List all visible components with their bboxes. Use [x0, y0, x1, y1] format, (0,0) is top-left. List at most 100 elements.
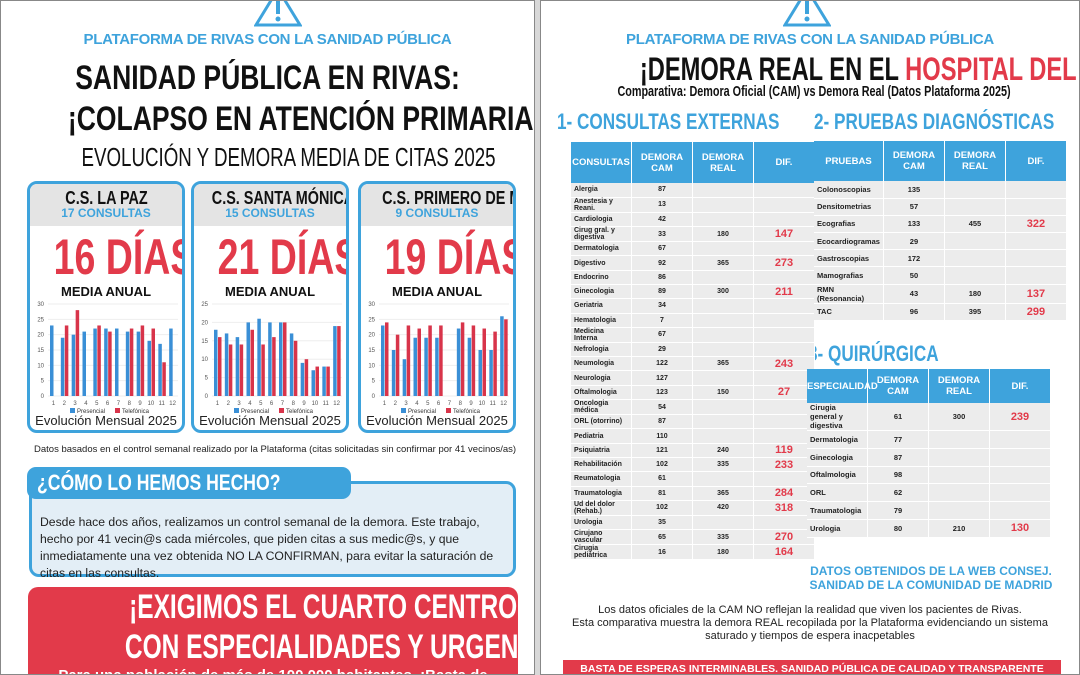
real-delay-cell: 420: [692, 500, 754, 516]
specialty-cell: Dermatologia: [571, 241, 632, 257]
difference-cell: [753, 270, 815, 285]
y-tick-label: 0: [41, 394, 45, 400]
table-row: Ecocardiogramas 29: [814, 232, 1067, 251]
x-tick-label: 7: [117, 401, 121, 407]
bar-presencial: [489, 350, 493, 396]
legend-swatch: [446, 408, 451, 413]
difference-cell: 137: [1005, 284, 1067, 304]
real-delay-cell: 365: [692, 486, 754, 501]
bar-telefónica: [239, 344, 244, 396]
difference-cell: 239: [989, 403, 1051, 431]
demand-line1: ¡EXIGIMOS EL CUARTO CENTRO DE SALUD: [129, 588, 534, 626]
bar-telefónica: [428, 325, 432, 396]
bar-telefónica: [460, 322, 465, 396]
bar-telefónica: [108, 331, 112, 396]
table-row: Mamografias 50: [814, 266, 1067, 285]
difference-cell: 243: [753, 356, 815, 372]
real-delay-cell: 395: [944, 303, 1006, 321]
y-tick-label: 5: [41, 379, 45, 385]
real-delay-cell: 455: [944, 215, 1006, 234]
specialty-cell: RMN (Resonancia): [814, 284, 884, 304]
table-row: Ecografias 133 455 322: [814, 215, 1067, 234]
table-row: RMN (Resonancia) 43 180 137: [814, 284, 1067, 304]
table-row: Cardiologia 42: [571, 212, 815, 228]
table-row: Colonoscopias 135: [814, 181, 1067, 199]
cam-delay-cell: 29: [631, 342, 693, 358]
difference-cell: [753, 414, 815, 430]
difference-cell: [1005, 249, 1067, 268]
specialty-cell: Oftalmologia: [807, 466, 868, 485]
difference-cell: [753, 197, 815, 213]
table-row: Cirugia general y digestiva 61 300 239: [807, 403, 1051, 431]
column-header: PRUEBAS: [814, 141, 884, 181]
difference-cell: [753, 342, 815, 358]
specialty-cell: Alergia: [571, 183, 632, 198]
real-delay-cell: [692, 370, 754, 386]
specialty-cell: ORL: [807, 483, 868, 503]
specialty-cell: Ecocardiogramas: [814, 232, 884, 251]
bar-telefónica: [272, 337, 276, 396]
bottom-banner: BASTA DE ESPERAS INTERMINABLES. SANIDAD …: [563, 660, 1061, 674]
legend-swatch: [401, 408, 406, 413]
cam-delay-cell: 123: [631, 385, 693, 401]
cam-delay-cell: 133: [883, 215, 945, 234]
bar-telefónica: [439, 325, 443, 396]
real-delay-cell: 180: [944, 284, 1006, 304]
x-tick-label: 10: [312, 401, 319, 407]
x-tick-label: 5: [259, 401, 263, 407]
specialty-cell: Ecografias: [814, 215, 884, 234]
table-row: Urologia 35: [571, 515, 815, 531]
x-tick-label: 8: [292, 401, 296, 407]
cam-delay-cell: 57: [883, 198, 945, 216]
cam-delay-cell: 42: [631, 212, 693, 228]
y-tick-label: 20: [368, 333, 375, 339]
bar-telefónica: [493, 331, 497, 396]
bar-presencial: [413, 337, 417, 396]
real-delay-cell: 180: [692, 544, 754, 561]
bar-presencial: [104, 328, 108, 396]
section-consultas-title: 1- CONSULTAS EXTERNAS: [557, 109, 780, 134]
bar-telefónica: [140, 325, 145, 396]
column-header: DIF.: [989, 369, 1051, 403]
y-tick-label: 25: [368, 317, 375, 323]
difference-cell: [1005, 266, 1067, 285]
legend-swatch: [279, 408, 284, 413]
table-row: Dermatologia 67: [571, 241, 815, 257]
table-row: Dermatologia 77: [807, 430, 1051, 449]
column-header: DEMORA CAM: [867, 369, 929, 403]
table-row: Cirug gral. y digestiva 33 180 147: [571, 226, 815, 243]
cam-delay-cell: 62: [867, 483, 929, 503]
bar-telefónica: [250, 329, 254, 396]
section-pruebas-title: 2- PRUEBAS DIAGNÓSTICAS: [814, 109, 1055, 134]
bar-telefónica: [482, 328, 486, 396]
health-center-card: C.S. LA PAZ 17 CONSULTAS 16 DÍAS MEDIA AN…: [27, 181, 185, 433]
real-delay-cell: 150: [692, 385, 754, 401]
y-tick-label: 10: [368, 363, 375, 369]
x-tick-label: 2: [63, 401, 67, 407]
bar-telefónica: [97, 325, 101, 396]
center-name: C.S. LA PAZ: [64, 188, 148, 208]
bar-telefónica: [129, 328, 134, 396]
difference-cell: 273: [753, 255, 815, 271]
health-center-card: C.S. PRIMERO DE MAYO9 CONSULTAS 19 DÍAS …: [358, 181, 516, 433]
y-tick-label: 25: [201, 302, 208, 308]
real-delay-cell: 180: [692, 226, 754, 243]
bar-presencial: [391, 350, 396, 396]
x-tick-label: 11: [490, 401, 497, 407]
average-days: 19 DÍAS: [384, 229, 516, 285]
cam-delay-cell: 61: [631, 471, 693, 487]
cam-delay-cell: 81: [631, 486, 693, 501]
bar-telefónica: [337, 326, 341, 396]
x-tick-label: 6: [437, 401, 441, 407]
bar-presencial: [147, 340, 151, 396]
column-header: DEMORA CAM: [883, 141, 945, 181]
subtitle: EVOLUCIÓN Y DEMORA MEDIA DE CITAS 2025: [81, 142, 496, 172]
source-line2: SANIDAD DE LA COMUNIDAD DE MADRID: [809, 578, 1053, 592]
table-row: Ginecologia 87: [807, 448, 1051, 467]
real-delay-cell: [944, 232, 1006, 251]
pruebas-table: PRUEBAS DEMORA CAM DEMORA REAL DIF. Colonosc…: [814, 141, 1067, 321]
x-tick-label: 3: [237, 401, 241, 407]
table-row: Digestivo 92 365 273: [571, 255, 815, 271]
specialty-cell: Cardiologia: [571, 212, 632, 228]
